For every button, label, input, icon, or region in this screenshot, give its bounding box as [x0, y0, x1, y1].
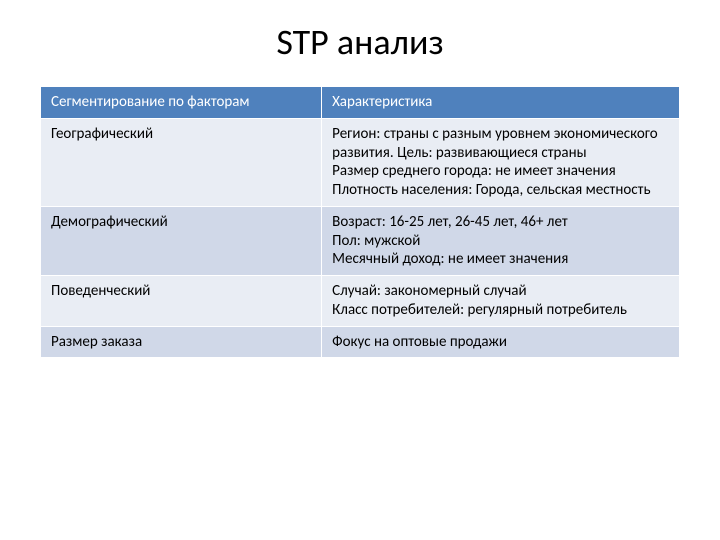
table-header-row: Сегментирование по факторам Характеристи… — [41, 87, 680, 119]
cell-factor: Географический — [41, 118, 322, 206]
table-row: Размер заказа Фокус на оптовые продажи — [41, 326, 680, 358]
table-row: Демографический Возраст: 16-25 лет, 26-4… — [41, 206, 680, 275]
cell-factor: Размер заказа — [41, 326, 322, 358]
stp-table: Сегментирование по факторам Характеристи… — [40, 86, 680, 358]
col-header-factor: Сегментирование по факторам — [41, 87, 322, 119]
cell-factor: Поведенческий — [41, 276, 322, 327]
table-row: Поведенческий Случай: закономерный случа… — [41, 276, 680, 327]
col-header-desc: Характеристика — [322, 87, 680, 119]
cell-desc: Регион: страны с разным уровнем экономич… — [322, 118, 680, 206]
table-row: Географический Регион: страны с разным у… — [41, 118, 680, 206]
cell-desc: Фокус на оптовые продажи — [322, 326, 680, 358]
cell-factor: Демографический — [41, 206, 322, 275]
cell-desc: Возраст: 16-25 лет, 26-45 лет, 46+ летПо… — [322, 206, 680, 275]
slide-title: STP анализ — [40, 20, 680, 64]
cell-desc: Случай: закономерный случайКласс потреби… — [322, 276, 680, 327]
